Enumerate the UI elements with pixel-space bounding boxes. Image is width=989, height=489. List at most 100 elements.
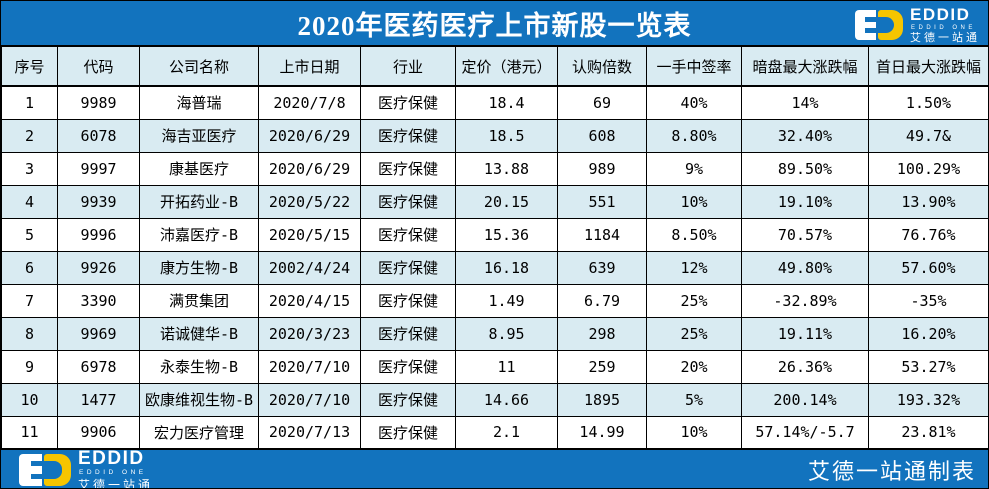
brand-subtitle: EDDID ONE [911, 25, 976, 31]
table-cell: 20.15 [455, 184, 558, 219]
table-cell: 298 [557, 316, 647, 351]
table-cell: 医疗保健 [360, 184, 456, 219]
table-cell: 9939 [57, 184, 140, 219]
table-cell: 10 [1, 382, 58, 417]
table-cell: 1477 [57, 382, 140, 417]
column-header: 一手中签率 [646, 45, 742, 87]
table-row: 1 9989 海普瑞 2020/7/8 医疗保健 18.4 69 40% 14% 1.50% [1, 85, 988, 120]
column-header: 定价（港元） [455, 45, 558, 87]
table-cell: 639 [557, 250, 647, 285]
table-row: 5 9996 沛嘉医疗-B 2020/5/15 医疗保健 15.36 1184 8.50% 70… [1, 217, 988, 252]
table-cell: 康方生物-B [139, 250, 259, 285]
logo-letter-e-icon [855, 10, 876, 40]
column-header: 序号 [1, 45, 58, 87]
table-cell: 26.36% [741, 349, 869, 384]
table-cell: 6078 [57, 118, 140, 153]
column-header: 上市日期 [258, 45, 361, 87]
table-cell: 医疗保健 [360, 217, 456, 252]
table-cell: 14.99 [557, 415, 647, 450]
table-cell: 100.29% [868, 151, 988, 186]
table-cell: 1184 [557, 217, 647, 252]
title-bar: 2020年医药医疗上市新股一览表 EDDID EDDID ONE 艾德一站通 [1, 1, 988, 45]
table-cell: 1.49 [455, 283, 558, 318]
table-cell: 2020/5/15 [258, 217, 361, 252]
table-cell: 医疗保健 [360, 415, 456, 450]
table-cell: 诺诚健华-B [139, 316, 259, 351]
table-cell: 海吉亚医疗 [139, 118, 259, 153]
table-cell: 1 [1, 85, 58, 120]
table-cell: 2 [1, 118, 58, 153]
table-cell: 2020/6/29 [258, 118, 361, 153]
table-cell: 3 [1, 151, 58, 186]
table-cell: 8.95 [455, 316, 558, 351]
table-cell: 16.20% [868, 316, 988, 351]
brand-name: EDDID [78, 448, 145, 470]
ipo-table: 序号 代码 公司名称 上市日期 行业 定价（港元） 认购倍数 一手中签率 暗盘最大涨跌幅 首日最大… [1, 45, 988, 450]
table-row: 3 9997 康基医疗 2020/6/29 医疗保健 13.88 989 9% 89.50% 10… [1, 151, 988, 186]
table-row: 10 1477 欧康维视生物-B 2020/7/10 医疗保健 14.66 1895 5% 20… [1, 382, 988, 417]
table-cell: 医疗保健 [360, 250, 456, 285]
table-cell: 医疗保健 [360, 118, 456, 153]
table-cell: 10% [646, 415, 742, 450]
table-cell: 5% [646, 382, 742, 417]
table-cell: 9 [1, 349, 58, 384]
table-cell: 259 [557, 349, 647, 384]
table-cell: 9969 [57, 316, 140, 351]
table-cell: 200.14% [741, 382, 869, 417]
column-header: 公司名称 [139, 45, 259, 87]
brand-cn-name: 艾德一站通 [910, 32, 980, 44]
table-cell: 19.11% [741, 316, 869, 351]
table-cell: 25% [646, 316, 742, 351]
table-cell: 13.88 [455, 151, 558, 186]
table-cell: 18.4 [455, 85, 558, 120]
table-cell: -32.89% [741, 283, 869, 318]
eddid-logo-icon [19, 454, 71, 486]
table-cell: 3390 [57, 283, 140, 318]
table-cell: 宏力医疗管理 [139, 415, 259, 450]
table-cell: 医疗保健 [360, 283, 456, 318]
table-cell: 2020/7/10 [258, 349, 361, 384]
page-title: 2020年医药医疗上市新股一览表 [297, 10, 692, 41]
table-cell: 9997 [57, 151, 140, 186]
table-cell: 49.80% [741, 250, 869, 285]
brand-subtitle: EDDID ONE [79, 469, 147, 477]
table-header-row: 序号 代码 公司名称 上市日期 行业 定价（港元） 认购倍数 一手中签率 暗盘最大涨跌幅 首日最大… [1, 45, 988, 87]
table-cell: 11 [455, 349, 558, 384]
table-cell: 15.36 [455, 217, 558, 252]
table-cell: 2020/7/8 [258, 85, 361, 120]
table-cell: 医疗保健 [360, 349, 456, 384]
table-cell: 70.57% [741, 217, 869, 252]
table-cell: 53.27% [868, 349, 988, 384]
table-cell: 9926 [57, 250, 140, 285]
column-header: 代码 [57, 45, 140, 87]
table-cell: 9989 [57, 85, 140, 120]
table-row: 4 9939 开拓药业-B 2020/5/22 医疗保健 20.15 551 10% 19.10… [1, 184, 988, 219]
logo-letter-d-icon [44, 454, 71, 486]
table-cell: 2020/7/10 [258, 382, 361, 417]
table-cell: 13.90% [868, 184, 988, 219]
table-cell: 2020/7/13 [258, 415, 361, 450]
brand-cn-name: 艾德一站通 [78, 477, 154, 489]
table-cell: 开拓药业-B [139, 184, 259, 219]
table-cell: 23.81% [868, 415, 988, 450]
table-cell: 医疗保健 [360, 151, 456, 186]
table-cell: 6978 [57, 349, 140, 384]
table-cell: 医疗保健 [360, 85, 456, 120]
table-cell: 2020/6/29 [258, 151, 361, 186]
table-credit: 艾德一站通制表 [807, 459, 976, 484]
table-cell: 69 [557, 85, 647, 120]
footer-bar: EDDID EDDID ONE 艾德一站通 艾德一站通制表 [1, 448, 988, 489]
table-row: 7 3390 满贯集团 2020/4/15 医疗保健 1.49 6.79 25% -32.89%… [1, 283, 988, 318]
table-cell: 海普瑞 [139, 85, 259, 120]
table-cell: 89.50% [741, 151, 869, 186]
table-cell: 9% [646, 151, 742, 186]
table-cell: 9906 [57, 415, 140, 450]
table-cell: 12% [646, 250, 742, 285]
table-cell: 满贯集团 [139, 283, 259, 318]
column-header: 认购倍数 [557, 45, 647, 87]
table-row: 2 6078 海吉亚医疗 2020/6/29 医疗保健 18.5 608 8.80% 32.40… [1, 118, 988, 153]
table-cell: 康基医疗 [139, 151, 259, 186]
table-cell: 57.60% [868, 250, 988, 285]
table-cell: 4 [1, 184, 58, 219]
